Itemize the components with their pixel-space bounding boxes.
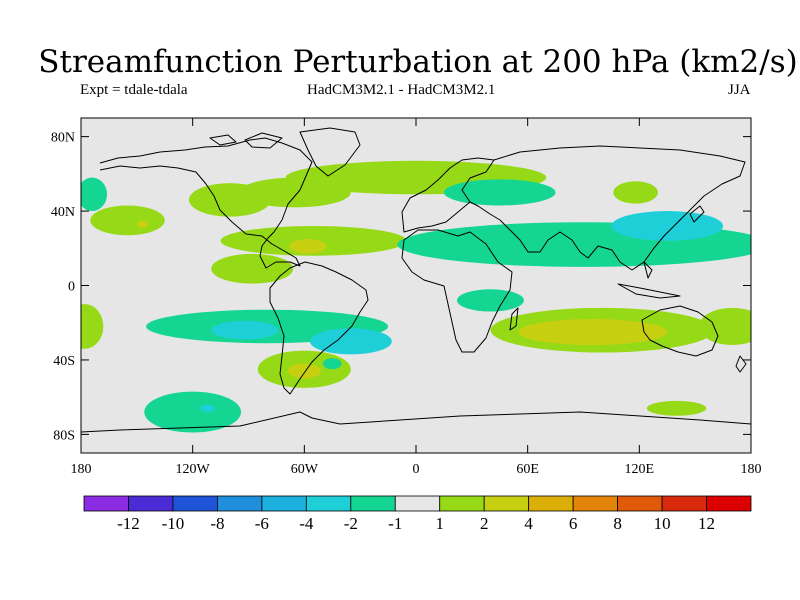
colorbar-label: 2 — [480, 514, 489, 533]
colorbar-label: -6 — [255, 514, 269, 533]
colorbar-bin — [617, 495, 663, 512]
coast-greenland — [299, 127, 361, 177]
anomaly-field — [81, 160, 751, 433]
colorbar-bin — [706, 495, 752, 512]
colorbar-bin — [128, 495, 174, 512]
lon-tick-label: 120W — [176, 462, 211, 477]
anomaly-region-4 — [613, 181, 658, 204]
colorbar-label: -8 — [210, 514, 224, 533]
coastlines — [81, 127, 751, 433]
lon-tick-label: 180 — [741, 462, 762, 477]
coast-madagascar — [509, 307, 519, 331]
map-axes: 80N 40N 0 40S 80S 180 120W 60W 0 60E 120E 180 — [51, 118, 762, 477]
coast-antarctica — [81, 411, 751, 433]
lon-tick-label: 180 — [71, 462, 92, 477]
coast-africa — [401, 229, 513, 353]
coast-south-america — [269, 261, 369, 395]
colorbar: -12 -10 -8 -6 -4 -2 -1 1 2 4 6 8 10 12 — [83, 495, 752, 533]
anomaly-region-6 — [136, 220, 149, 228]
anomaly-region-20 — [309, 328, 392, 355]
coast-asia — [469, 145, 746, 271]
colorbar-label: 12 — [698, 514, 715, 533]
season-label: JJA — [728, 82, 751, 98]
anomaly-region-5 — [90, 205, 165, 236]
colorbar-bin — [483, 495, 530, 512]
coast-europe — [401, 157, 495, 233]
lat-tick-label: 0 — [68, 280, 75, 295]
lon-tick-label: 60E — [516, 462, 539, 477]
anomaly-region-19 — [211, 320, 279, 340]
anomaly-region-16 — [698, 307, 751, 346]
anomaly-region-26 — [646, 400, 707, 416]
colorbar-bin — [661, 495, 707, 512]
coast-indonesia — [617, 261, 681, 299]
colorbar-label: 4 — [524, 514, 533, 533]
colorbar-label: -10 — [162, 514, 185, 533]
anomaly-region-7 — [81, 177, 108, 212]
anomaly-region-3 — [443, 179, 556, 206]
anomaly-region-25 — [200, 404, 215, 413]
colorbar-bin — [216, 495, 263, 512]
colorbar-bin — [572, 495, 619, 512]
lat-tick-label: 80S — [53, 428, 75, 443]
models-label: HadCM3M2.1 - HadCM3M2.1 — [307, 82, 496, 98]
colorbar-bin — [261, 495, 307, 512]
colorbar-label: 8 — [613, 514, 622, 533]
colorbar-bin — [350, 495, 396, 512]
coast-new-zealand — [735, 355, 747, 373]
colorbar-bin — [528, 495, 574, 512]
coast-arctic-islands — [209, 132, 283, 149]
lat-tick-label: 40S — [53, 354, 75, 369]
anomaly-region-24 — [144, 391, 242, 433]
lon-tick-label: 120E — [625, 462, 655, 477]
colorbar-label: -12 — [117, 514, 140, 533]
anomaly-region-10 — [211, 253, 294, 284]
colorbar-label: 1 — [435, 514, 444, 533]
lon-tick-label: 0 — [413, 462, 420, 477]
anomaly-region-2 — [188, 183, 271, 217]
anomaly-region-22 — [287, 363, 322, 379]
coast-japan — [689, 205, 705, 223]
lat-tick-label: 80N — [51, 131, 75, 146]
anomaly-region-9 — [289, 238, 327, 254]
anomaly-region-15 — [518, 319, 668, 346]
chart-title: Streamfunction Perturbation at 200 hPa (… — [38, 44, 798, 80]
colorbar-bin — [83, 495, 129, 512]
anomaly-region-13 — [456, 289, 524, 312]
colorbar-label: 10 — [654, 514, 671, 533]
coast-australia — [641, 305, 719, 357]
lon-tick-label: 60W — [291, 462, 319, 477]
experiment-label: Expt = tdale-tdala — [80, 82, 188, 98]
coast-north-america — [99, 137, 313, 269]
colorbar-bin — [305, 495, 352, 512]
colorbar-bin — [394, 495, 441, 512]
anomaly-region-23 — [322, 358, 342, 370]
colorbar-label: -2 — [344, 514, 358, 533]
colorbar-label: 6 — [569, 514, 578, 533]
colorbar-label: -4 — [299, 514, 314, 533]
anomaly-region-12 — [611, 211, 724, 241]
colorbar-bin — [439, 495, 485, 512]
colorbar-label: -1 — [388, 514, 402, 533]
anomaly-region-17 — [81, 304, 104, 349]
lat-tick-label: 40N — [51, 205, 75, 220]
colorbar-bin — [172, 495, 218, 512]
